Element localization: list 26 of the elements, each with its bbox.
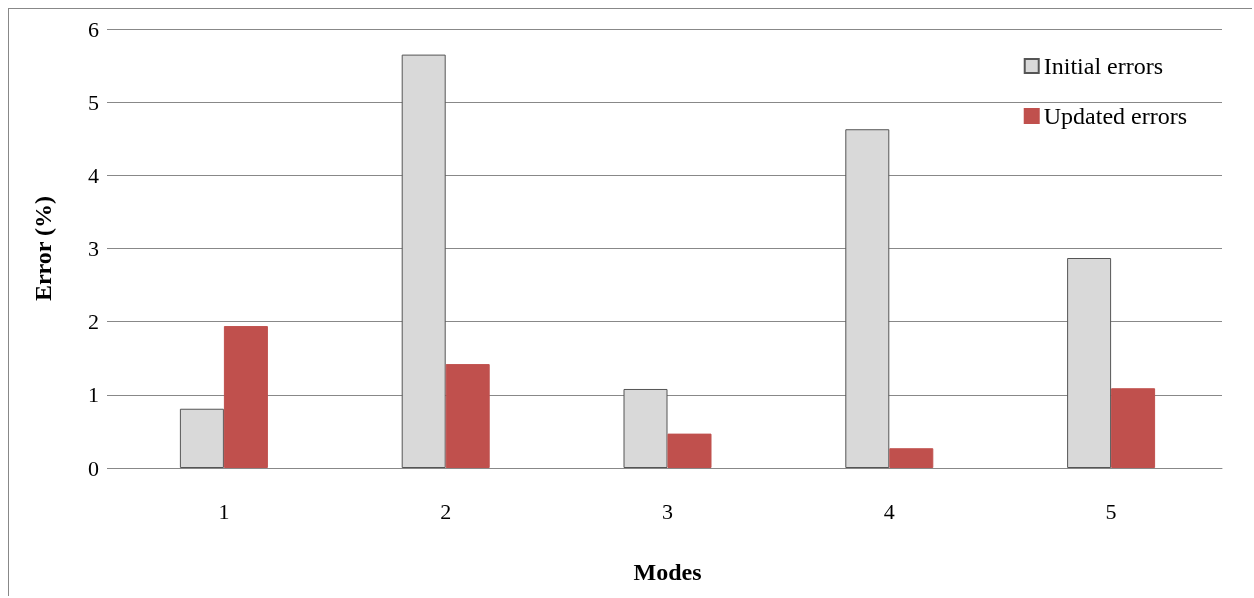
bar	[401, 54, 446, 468]
bar	[667, 433, 712, 468]
y-tick-label: 3	[88, 236, 99, 261]
bar	[889, 448, 934, 468]
y-tick-label: 1	[88, 382, 99, 408]
legend-label: Initial errors	[1043, 53, 1164, 79]
y-axis-title: Error (%)	[30, 195, 56, 302]
y-tick-label: 4	[88, 162, 99, 188]
bar	[223, 326, 268, 468]
bar	[623, 388, 668, 468]
x-tick-label: 4	[883, 498, 895, 524]
y-tick-label: 2	[88, 309, 99, 335]
bar	[1111, 388, 1156, 468]
x-tick-label: 2	[440, 498, 452, 524]
bar	[179, 408, 224, 468]
x-tick-label: 1	[218, 498, 230, 524]
y-tick-label: 5	[88, 89, 99, 115]
x-tick-label: 3	[662, 498, 673, 524]
y-tick-label: 6	[88, 16, 99, 42]
legend-label: Updated errors	[1043, 103, 1188, 129]
x-tick-label: 5	[1105, 498, 1117, 524]
bar	[845, 129, 890, 468]
x-axis-title: Modes	[633, 559, 702, 585]
bar	[445, 364, 490, 468]
y-tick-label: 0	[88, 455, 99, 481]
bar	[1067, 258, 1112, 468]
